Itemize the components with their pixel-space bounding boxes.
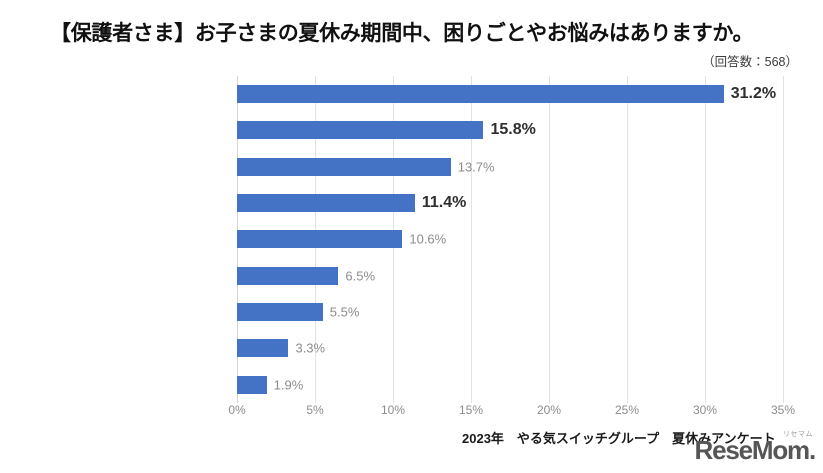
gridline-30 [705, 76, 706, 403]
x-axis-tick: 10% [380, 403, 406, 417]
bar-row: 特になし13.7% [237, 149, 783, 185]
bar-value-label: 11.4% [421, 194, 467, 212]
bar [237, 375, 267, 394]
bar [237, 303, 323, 322]
x-axis: 0% 5% 10% 15% 20% 25% 30% 35% [228, 403, 795, 423]
x-axis-tick: 15% [458, 403, 484, 417]
bar [237, 339, 289, 358]
gridline-15 [471, 76, 472, 403]
bar-value-label: 10.6% [409, 231, 447, 247]
bar-value-label: 15.8% [490, 121, 536, 139]
chart-plot-area: 生活リズムの乱れ31.2%勉強時間の確保15.8%特になし13.7%宿題の進捗管… [237, 76, 784, 403]
bar-value-label: 3.3% [295, 340, 326, 356]
bar [237, 157, 451, 176]
bar [237, 266, 339, 285]
x-axis-tick: 25% [614, 403, 640, 417]
bar [237, 121, 484, 140]
gridline-20 [549, 76, 550, 403]
bar-row: その他1.9% [237, 367, 783, 403]
bar [237, 194, 415, 213]
x-axis-tick: 20% [536, 403, 562, 417]
source-note: 2023年 やる気スイッチグループ 夏休みアンケート [462, 431, 776, 446]
bar-value-label: 6.5% [345, 268, 376, 284]
bar-row: 子どもと過ごす時間の確保5.5% [237, 294, 783, 330]
bar-row: 宿題の進捗管理11.4% [237, 185, 783, 221]
x-axis-tick: 35% [770, 403, 796, 417]
bar-value-label: 5.5% [329, 304, 360, 320]
x-axis-tick: 30% [692, 403, 718, 417]
gridline-35 [783, 76, 784, 403]
bar-row: 勉強時間の確保15.8% [237, 112, 783, 148]
bar-value-label: 1.9% [273, 377, 304, 393]
bar-row: 子どもの預け先6.5% [237, 258, 783, 294]
watermark-kana: リセマム [783, 431, 813, 438]
bar-row: 親子喧嘩が増えてしまいがちなこと3.3% [237, 330, 783, 366]
bar-row: 子どもが時間を持て余すこと10.6% [237, 221, 783, 257]
bar [237, 85, 724, 104]
bar-value-label: 13.7% [457, 159, 495, 175]
respondent-count: （回答数：568） [702, 55, 798, 69]
bar-row: 生活リズムの乱れ31.2% [237, 76, 783, 112]
bar-value-label: 31.2% [730, 85, 777, 103]
x-axis-tick: 0% [228, 403, 246, 417]
page-title: 【保護者さま】お子さまの夏休み期間中、困りごとやお悩みはありますか。 [50, 22, 754, 45]
x-axis-tick: 5% [306, 403, 324, 417]
gridline-25 [627, 76, 628, 403]
bar [237, 230, 403, 249]
